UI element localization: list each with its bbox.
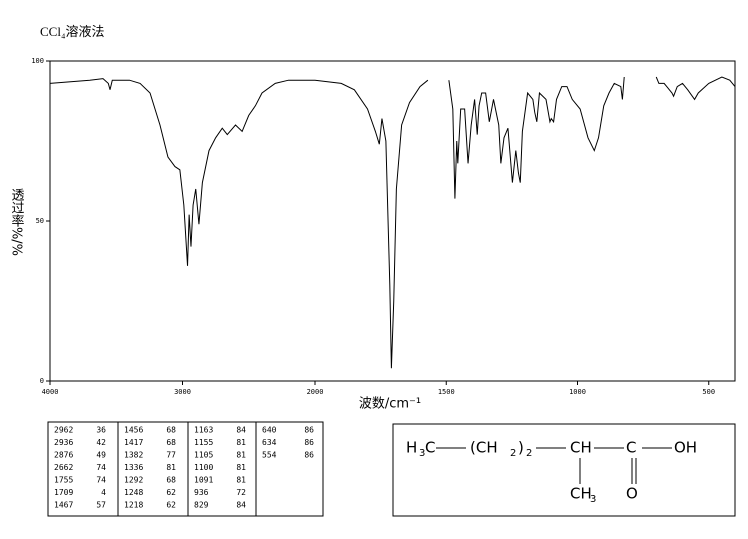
peak-transmittance: 68 [166, 426, 176, 435]
x-tick-label: 4000 [42, 388, 59, 396]
peak-wavenumber: 1155 [194, 438, 213, 447]
x-tick-label: 1000 [569, 388, 586, 396]
chart-title: CCl₄溶液法 [40, 24, 105, 39]
peak-wavenumber: 829 [194, 501, 209, 510]
peak-wavenumber: 1709 [54, 488, 73, 497]
peak-wavenumber: 1292 [124, 476, 143, 485]
formula-text: O [626, 485, 638, 503]
formula-text: C [626, 439, 636, 457]
peak-wavenumber: 1417 [124, 438, 143, 447]
peak-transmittance: 62 [166, 488, 176, 497]
peak-wavenumber: 1163 [194, 426, 213, 435]
peak-transmittance: 84 [236, 501, 246, 510]
peak-transmittance: 68 [166, 476, 176, 485]
x-tick-label: 1500 [438, 388, 455, 396]
structure-frame [392, 423, 736, 517]
peak-transmittance: 86 [304, 426, 314, 435]
formula-subscript: 2 [510, 448, 516, 459]
peak-transmittance: 72 [236, 488, 246, 497]
y-tick-label: 0 [40, 377, 44, 385]
peak-transmittance: 74 [96, 476, 106, 485]
peak-wavenumber: 640 [262, 426, 277, 435]
formula-subscript: 2 [526, 448, 532, 459]
peak-wavenumber: 1755 [54, 476, 73, 485]
peak-wavenumber: 936 [194, 488, 209, 497]
peak-transmittance: 81 [166, 463, 176, 472]
peak-wavenumber: 1336 [124, 463, 143, 472]
peak-transmittance: 81 [236, 438, 246, 447]
peak-wavenumber: 1248 [124, 488, 143, 497]
formula-text: CH [570, 439, 592, 457]
peak-wavenumber: 1218 [124, 501, 143, 510]
formula-text: H [406, 439, 417, 457]
peak-transmittance: 84 [236, 426, 246, 435]
peak-transmittance: 49 [96, 451, 106, 460]
x-tick-label: 500 [702, 388, 715, 396]
peak-table-frame [47, 421, 324, 517]
peak-transmittance: 4 [101, 488, 106, 497]
formula-subscript: 3 [590, 494, 596, 505]
x-tick-label: 2000 [307, 388, 324, 396]
formula-text: ) [518, 439, 524, 457]
peak-transmittance: 74 [96, 463, 106, 472]
peak-transmittance: 81 [236, 476, 246, 485]
peak-transmittance: 68 [166, 438, 176, 447]
x-tick-label: 3000 [174, 388, 191, 396]
peak-transmittance: 86 [304, 451, 314, 460]
peak-wavenumber: 1105 [194, 451, 213, 460]
formula-text: C [425, 439, 435, 457]
peak-wavenumber: 1091 [194, 476, 213, 485]
formula-text: CH [570, 485, 592, 503]
peak-transmittance: 57 [96, 501, 106, 510]
y-axis-label: 透过率%/% [9, 188, 25, 256]
peak-wavenumber: 1100 [194, 463, 213, 472]
formula-text: (CH [470, 439, 498, 457]
peak-transmittance: 81 [236, 463, 246, 472]
formula-text: OH [674, 439, 697, 457]
peak-wavenumber: 2662 [54, 463, 73, 472]
y-tick-label: 50 [36, 217, 44, 225]
x-axis-label: 波数/cm⁻¹ [359, 397, 421, 412]
peak-wavenumber: 2876 [54, 451, 73, 460]
structure-bonds [436, 447, 672, 484]
peak-wavenumber: 1456 [124, 426, 143, 435]
peak-wavenumber: 1467 [54, 501, 73, 510]
peak-transmittance: 77 [166, 451, 176, 460]
peak-wavenumber: 554 [262, 451, 277, 460]
spectrum-line [49, 76, 736, 369]
formula-subscript: 3 [419, 448, 425, 459]
peak-wavenumber: 634 [262, 438, 277, 447]
peak-wavenumber: 2962 [54, 426, 73, 435]
peak-transmittance: 42 [96, 438, 106, 447]
y-tick-label: 100 [31, 57, 44, 65]
peak-transmittance: 36 [96, 426, 106, 435]
peak-transmittance: 81 [236, 451, 246, 460]
peak-wavenumber: 2936 [54, 438, 73, 447]
peak-wavenumber: 1382 [124, 451, 143, 460]
peak-transmittance: 62 [166, 501, 176, 510]
peak-transmittance: 86 [304, 438, 314, 447]
